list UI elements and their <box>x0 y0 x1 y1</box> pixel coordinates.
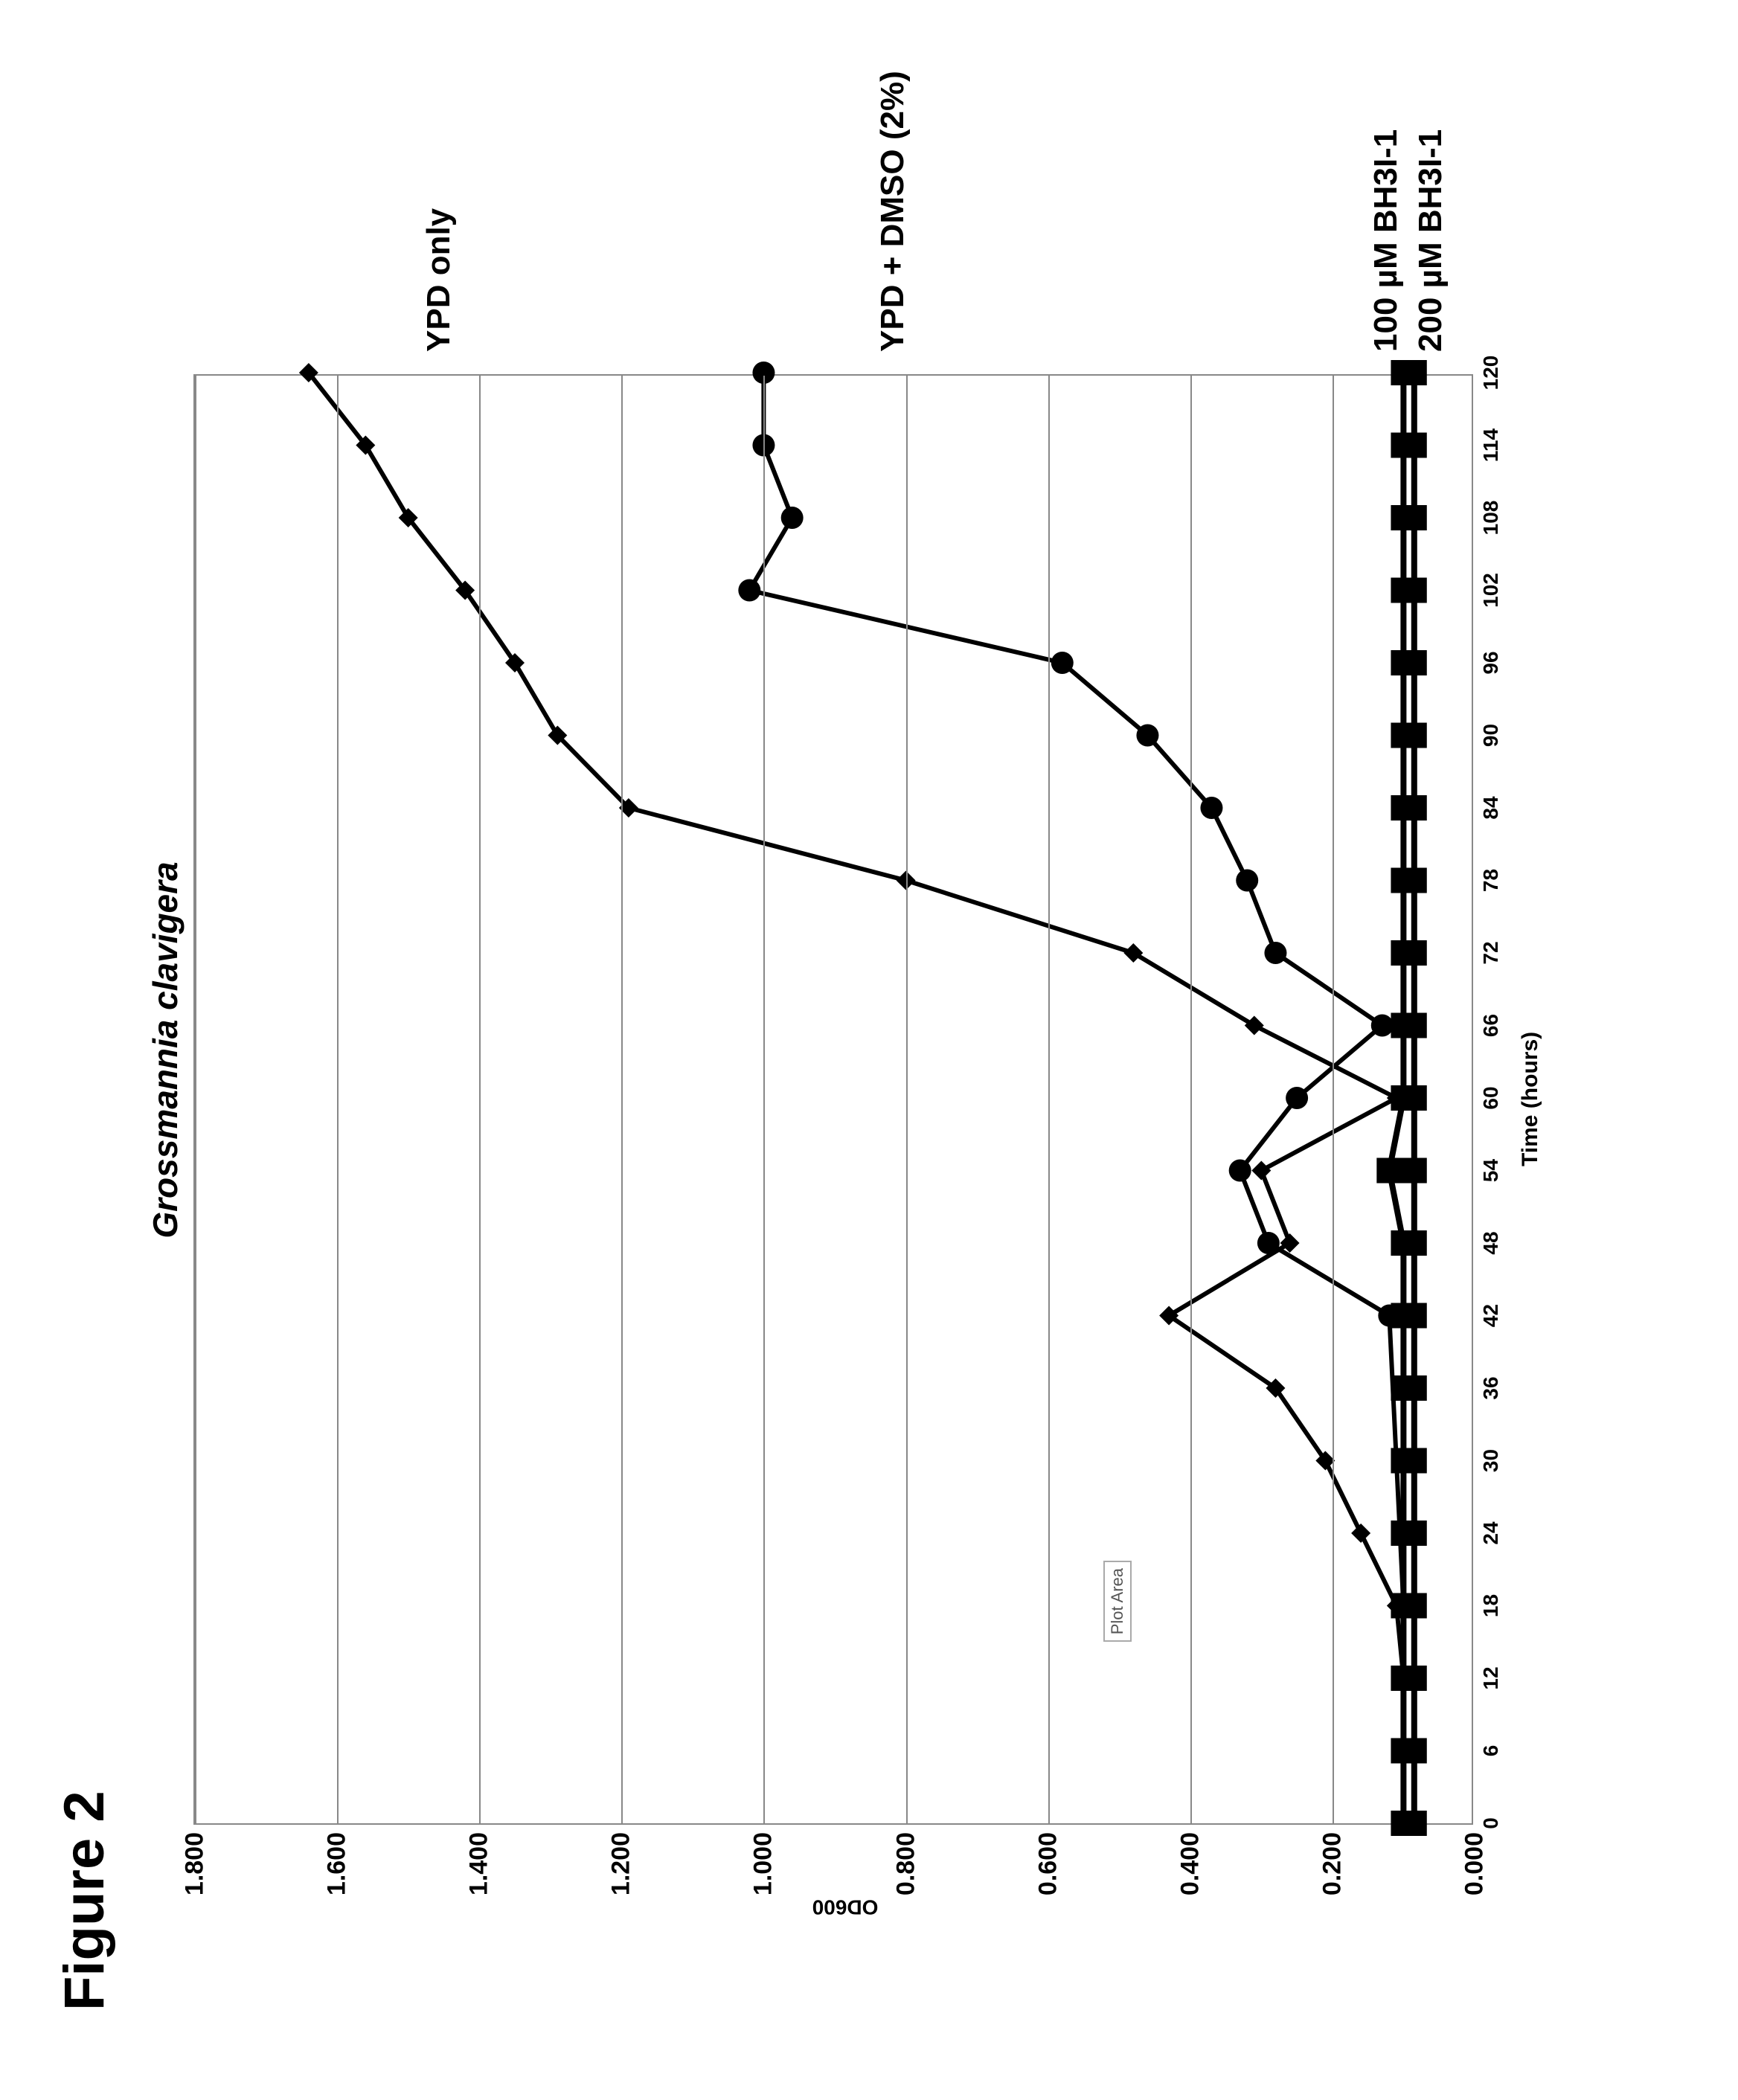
legend-label-ypd_only: YPD only <box>420 208 458 352</box>
gridline <box>479 376 481 1823</box>
x-tick-label: 0 <box>1472 1817 1503 1829</box>
series-marker-bh3i_200 <box>1402 940 1427 966</box>
x-tick-label: 108 <box>1472 501 1503 536</box>
x-tick-label: 36 <box>1472 1376 1503 1399</box>
y-tick-label: 1.400 <box>465 1823 494 1895</box>
x-tick-label: 18 <box>1472 1594 1503 1617</box>
y-tick-label: 0.000 <box>1460 1823 1490 1895</box>
series-marker-ypd_only <box>1123 943 1143 963</box>
series-marker-ypd_only <box>1245 1016 1264 1035</box>
series-marker-bh3i_200 <box>1402 1448 1427 1474</box>
x-tick-label: 72 <box>1472 941 1503 964</box>
series-marker-bh3i_200 <box>1402 723 1427 748</box>
series-marker-bh3i_200 <box>1402 868 1427 893</box>
x-axis-label: Time (hours) <box>1518 1032 1543 1166</box>
y-tick-label: 1.600 <box>323 1823 352 1895</box>
series-marker-bh3i_200 <box>1402 1230 1427 1256</box>
figure-label: Figure 2 <box>52 1791 117 2011</box>
plot-svg <box>195 373 1475 1823</box>
series-marker-bh3i_200 <box>1402 1158 1427 1184</box>
legend-label-bh3i_100: 100 µM BH3I-1 <box>1367 129 1405 352</box>
gridline <box>621 376 623 1823</box>
x-tick-label: 60 <box>1472 1086 1503 1109</box>
series-marker-ypd_dmso <box>781 507 804 529</box>
x-tick-label: 78 <box>1472 869 1503 892</box>
series-marker-bh3i_200 <box>1402 1085 1427 1111</box>
x-tick-label: 42 <box>1472 1304 1503 1327</box>
x-tick-label: 6 <box>1472 1745 1503 1757</box>
series-marker-bh3i_200 <box>1402 433 1427 458</box>
series-marker-ypd_only <box>1351 1523 1370 1543</box>
y-tick-label: 0.200 <box>1318 1823 1347 1895</box>
x-tick-label: 120 <box>1472 356 1503 391</box>
gridline <box>1190 376 1192 1823</box>
x-tick-label: 96 <box>1472 651 1503 674</box>
x-tick-label: 48 <box>1472 1231 1503 1254</box>
y-axis-label: OD600 <box>812 1895 879 1919</box>
series-marker-ypd_dmso <box>1200 797 1222 819</box>
series-marker-ypd_dmso <box>1264 942 1286 964</box>
gridline <box>337 376 339 1823</box>
x-tick-label: 90 <box>1472 724 1503 747</box>
series-marker-ypd_dmso <box>1257 1232 1280 1254</box>
series-marker-ypd_dmso <box>1371 1015 1394 1037</box>
legend-label-ypd_dmso: YPD + DMSO (2%) <box>874 71 911 352</box>
legend-label-bh3i_200: 200 µM BH3I-1 <box>1412 129 1449 352</box>
series-marker-bh3i_200 <box>1402 1303 1427 1329</box>
y-tick-label: 0.800 <box>891 1823 920 1895</box>
x-tick-label: 66 <box>1472 1014 1503 1037</box>
series-marker-bh3i_200 <box>1402 360 1427 385</box>
y-tick-label: 0.400 <box>1176 1823 1205 1895</box>
y-tick-label: 1.200 <box>607 1823 636 1895</box>
y-tick-label: 1.000 <box>749 1823 778 1895</box>
series-marker-bh3i_200 <box>1402 1738 1427 1764</box>
figure-canvas: Figure 2 Grossmannia clavigera 0.0000.20… <box>0 0 1738 2100</box>
series-marker-bh3i_200 <box>1402 505 1427 530</box>
gridline <box>763 376 765 1823</box>
gridline <box>906 376 908 1823</box>
series-marker-bh3i_200 <box>1402 1811 1427 1836</box>
series-marker-bh3i_200 <box>1402 795 1427 821</box>
series-marker-bh3i_200 <box>1402 1593 1427 1619</box>
chart-title: Grossmannia clavigera <box>145 0 185 2100</box>
plot-frame: 0.0000.2000.4000.6000.8001.0001.2001.400… <box>193 374 1473 1825</box>
series-marker-bh3i_200 <box>1402 650 1427 675</box>
gridline <box>1048 376 1050 1823</box>
series-marker-ypd_only <box>1251 1161 1271 1181</box>
x-tick-label: 84 <box>1472 796 1503 819</box>
x-tick-label: 102 <box>1472 573 1503 608</box>
x-tick-label: 30 <box>1472 1449 1503 1472</box>
gridline <box>1333 376 1334 1823</box>
y-tick-label: 0.600 <box>1033 1823 1062 1895</box>
gridline <box>195 376 196 1823</box>
series-marker-ypd_dmso <box>1229 1160 1251 1182</box>
series-marker-ypd_dmso <box>1051 652 1074 674</box>
series-marker-bh3i_200 <box>1402 1521 1427 1546</box>
series-marker-bh3i_200 <box>1402 1666 1427 1691</box>
series-marker-bh3i_200 <box>1402 578 1427 603</box>
series-marker-bh3i_200 <box>1402 1375 1427 1401</box>
series-marker-bh3i_200 <box>1402 1013 1427 1038</box>
series-marker-ypd_dmso <box>1136 725 1158 747</box>
series-marker-ypd_dmso <box>738 579 760 602</box>
series-marker-ypd_dmso <box>1286 1087 1308 1109</box>
x-tick-label: 12 <box>1472 1666 1503 1689</box>
series-marker-bh3i_100 <box>1376 1158 1402 1184</box>
x-tick-label: 24 <box>1472 1521 1503 1544</box>
series-marker-ypd_dmso <box>1236 870 1258 892</box>
x-tick-label: 54 <box>1472 1159 1503 1182</box>
y-tick-label: 1.800 <box>181 1823 210 1895</box>
x-tick-label: 114 <box>1472 428 1503 462</box>
plot-area-badge: Plot Area <box>1103 1561 1132 1642</box>
